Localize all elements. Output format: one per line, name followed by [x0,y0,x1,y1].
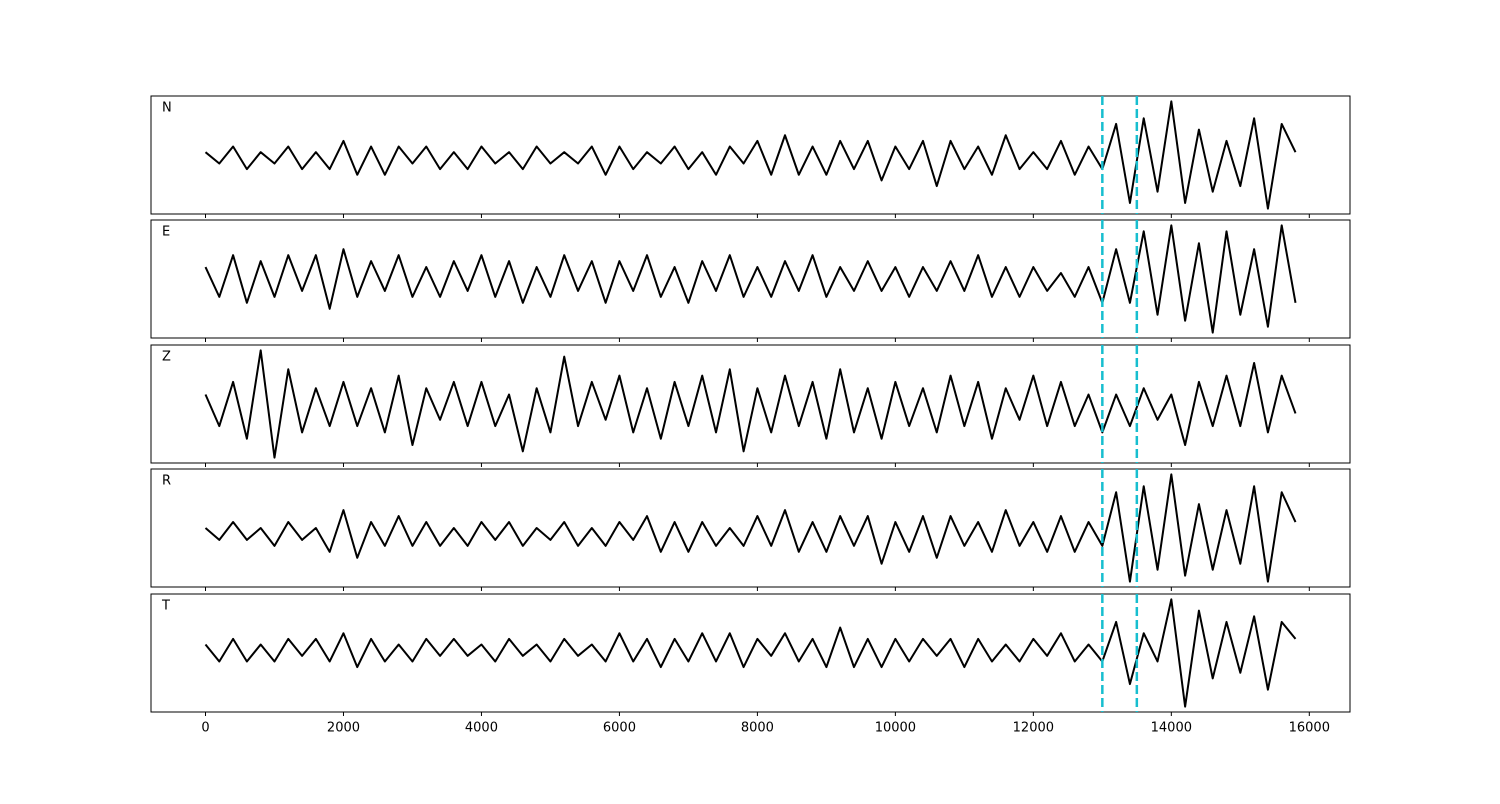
x-tick-label: 4000 [465,721,498,736]
panel-label: R [162,474,171,489]
x-tick-label: 2000 [327,721,360,736]
trace [204,349,1297,459]
trace [204,100,1297,210]
trace [204,473,1297,583]
panel-label: N [162,101,172,116]
trace [204,224,1297,334]
panel-label: Z [162,350,171,365]
panel-frame [150,344,1351,464]
trace [204,598,1297,708]
x-tick-label: 10000 [875,721,916,736]
x-tick-label: 0 [201,721,209,736]
panel-label: T [161,599,170,614]
x-tick-label: 14000 [1151,721,1192,736]
panel-frame [150,468,1351,588]
panel-label: E [162,225,170,240]
panel-frame [150,593,1351,713]
x-tick-label: 8000 [741,721,774,736]
panel-frame [150,219,1351,339]
x-tick-label: 12000 [1013,721,1054,736]
x-tick-label: 6000 [603,721,636,736]
x-tick-label: 16000 [1289,721,1330,736]
panel-frame [150,95,1351,215]
